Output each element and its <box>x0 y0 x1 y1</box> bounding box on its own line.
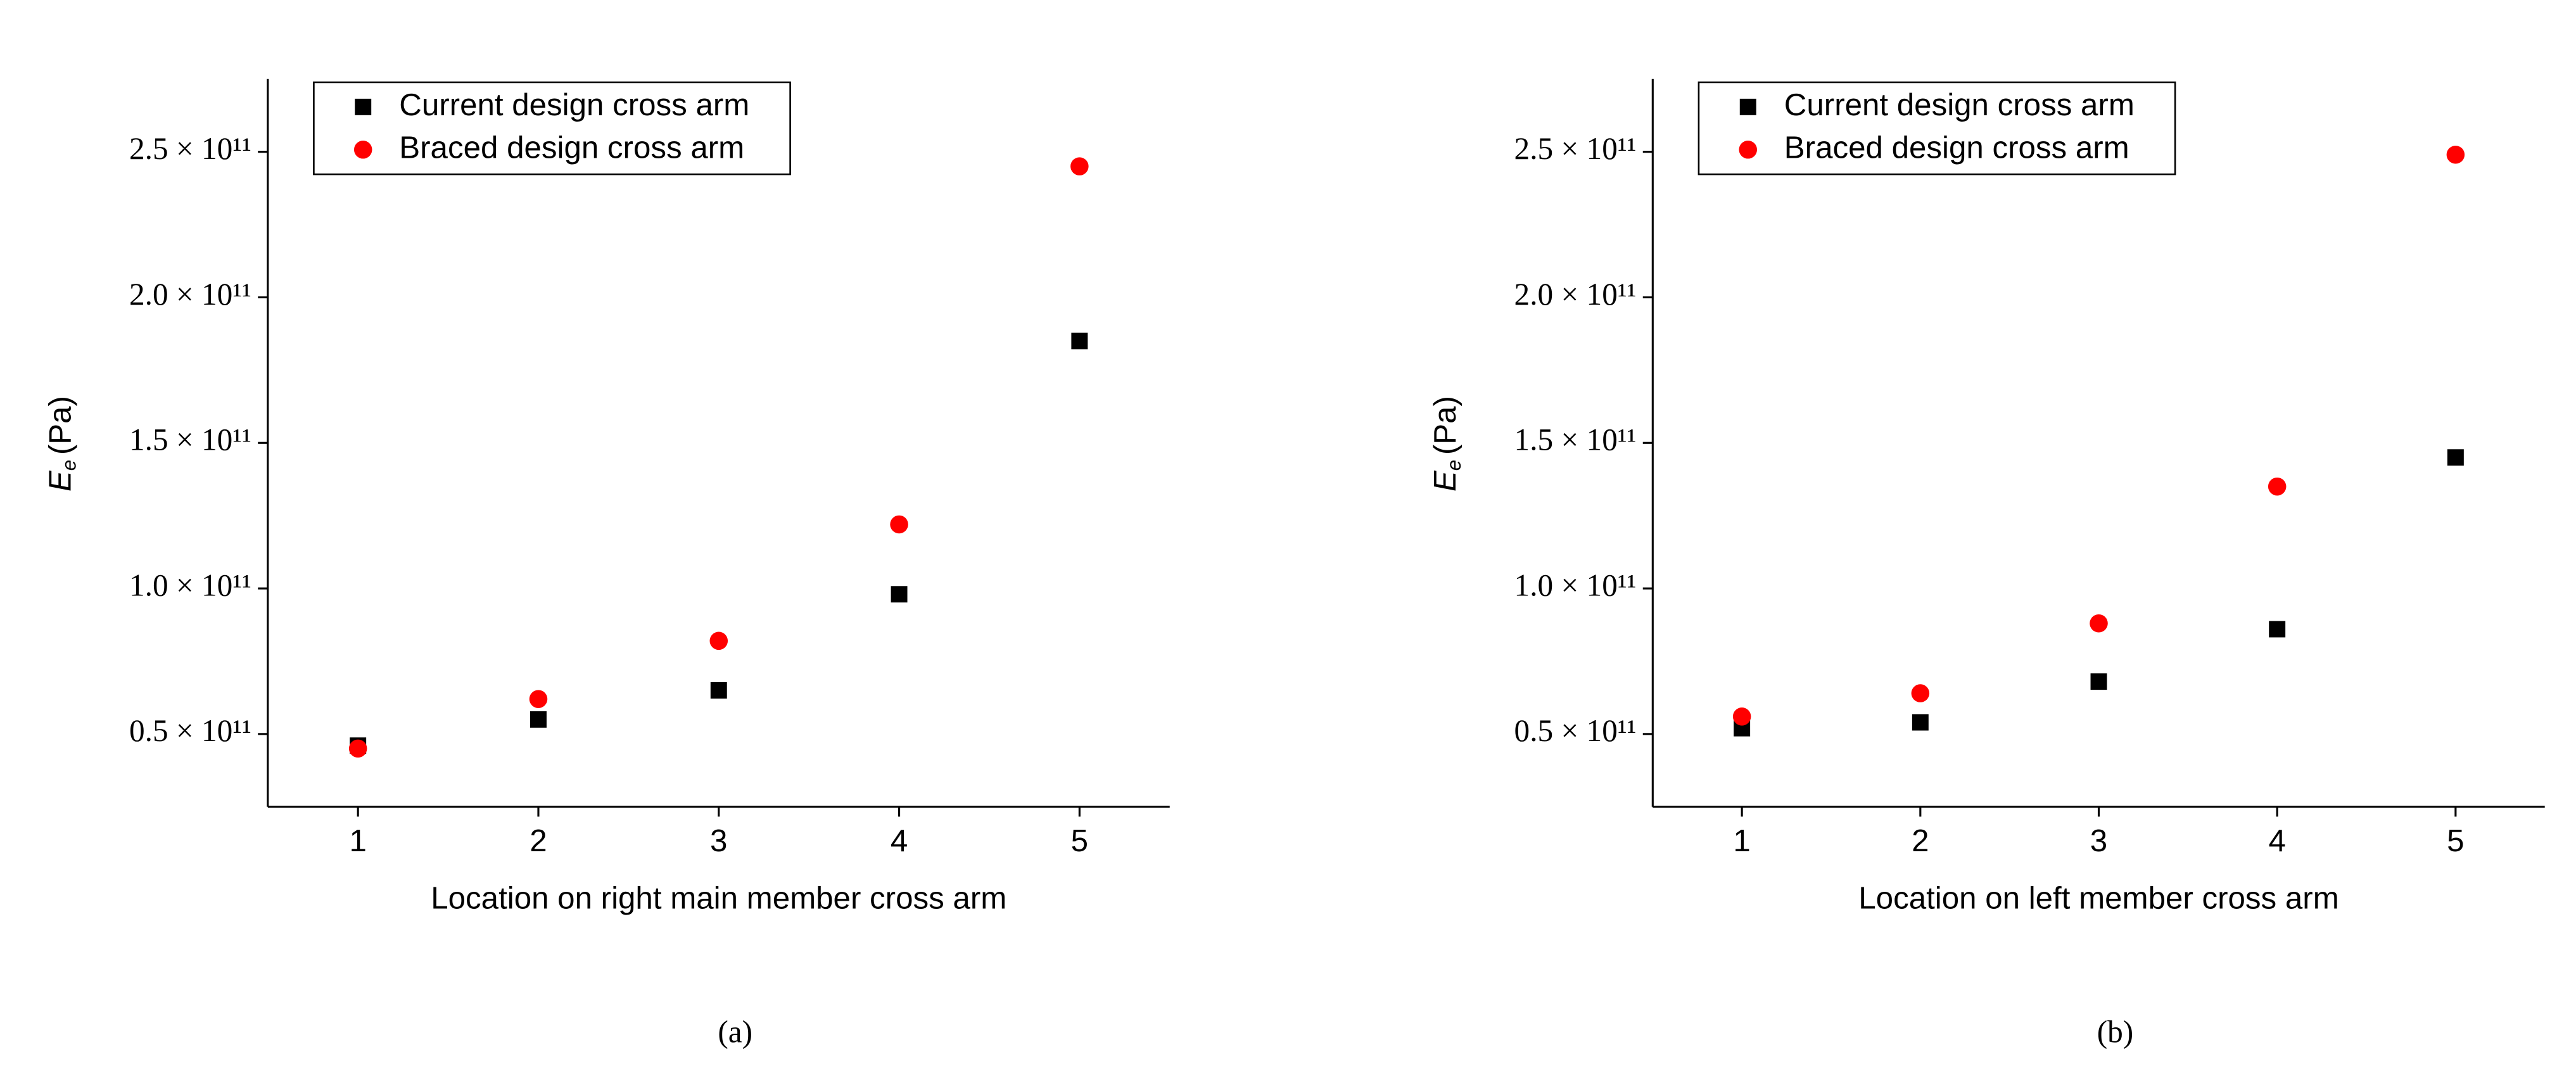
y-tick-label: 0.5 × 10¹¹ <box>129 713 251 748</box>
point <box>890 515 908 534</box>
panel-label: (b) <box>2097 1015 2133 1049</box>
point <box>2446 145 2465 164</box>
legend-label: Current design cross arm <box>1784 87 2135 122</box>
x-tick-label: 4 <box>891 823 908 858</box>
y-tick-label: 1.5 × 10¹¹ <box>1514 422 1637 457</box>
point <box>710 682 727 699</box>
x-tick-label: 1 <box>1733 823 1750 858</box>
point <box>2268 477 2287 496</box>
x-tick-label: 2 <box>530 823 547 858</box>
point <box>1912 714 1929 731</box>
y-tick-label: 1.0 × 10¹¹ <box>1514 568 1637 602</box>
point <box>1732 707 1751 726</box>
legend-box <box>1697 81 2176 175</box>
y-axis-label: Ee (Pa) <box>1428 396 1465 491</box>
y-tick-label: 2.5 × 10¹¹ <box>129 131 251 166</box>
legend-marker <box>355 98 372 115</box>
panel-label: (a) <box>718 1015 752 1049</box>
y-label-unit: (Pa) <box>43 396 78 455</box>
y-label-unit: (Pa) <box>1428 396 1462 455</box>
legend-label: Braced design cross arm <box>1784 130 2129 165</box>
y-tick-label: 2.0 × 10¹¹ <box>1514 277 1637 312</box>
legend-box <box>313 81 791 175</box>
legend-label: Braced design cross arm <box>399 130 744 165</box>
y-label-symbol: E <box>43 470 78 491</box>
x-tick-label: 4 <box>2268 823 2285 858</box>
legend-marker <box>1739 141 1758 159</box>
point <box>2090 614 2108 633</box>
legend-marker <box>1739 98 1756 115</box>
y-label-subscript: e <box>1443 460 1465 471</box>
point <box>529 690 548 708</box>
point <box>2090 673 2107 690</box>
point <box>1071 333 1088 350</box>
x-axis-label: Location on left member cross arm <box>1858 881 2338 916</box>
x-tick-label: 2 <box>1912 823 1929 858</box>
x-tick-label: 3 <box>2090 823 2107 858</box>
x-tick-label: 5 <box>2447 823 2464 858</box>
y-tick-label: 2.0 × 10¹¹ <box>129 277 251 312</box>
x-tick-label: 3 <box>710 823 727 858</box>
y-label-symbol: E <box>1428 470 1462 491</box>
point <box>709 631 728 650</box>
point <box>530 711 547 728</box>
y-tick-label: 1.5 × 10¹¹ <box>129 422 251 457</box>
x-axis-label: Location on right main member cross arm <box>431 881 1006 916</box>
legend-marker <box>353 141 372 159</box>
point <box>2447 449 2464 466</box>
point <box>2269 621 2286 638</box>
point <box>348 739 367 758</box>
legend-label: Current design cross arm <box>399 87 749 122</box>
x-tick-label: 5 <box>1071 823 1088 858</box>
y-label-subscript: e <box>58 460 80 471</box>
y-tick-label: 0.5 × 10¹¹ <box>1514 713 1637 748</box>
y-tick-label: 2.5 × 10¹¹ <box>1514 131 1637 166</box>
point <box>891 586 908 603</box>
y-axis-label: Ee (Pa) <box>43 396 80 491</box>
x-tick-label: 1 <box>349 823 366 858</box>
point <box>1070 157 1089 175</box>
point <box>1911 684 1930 702</box>
y-tick-label: 1.0 × 10¹¹ <box>129 568 251 602</box>
